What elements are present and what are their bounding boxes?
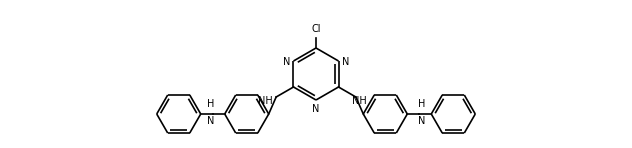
Text: NH: NH [353, 96, 367, 106]
Text: N: N [312, 104, 320, 114]
Text: H: H [418, 99, 425, 109]
Text: N: N [283, 57, 291, 67]
Text: Cl: Cl [311, 24, 321, 34]
Text: H: H [207, 99, 214, 109]
Text: N: N [207, 116, 214, 126]
Text: NH: NH [258, 96, 272, 106]
Text: N: N [341, 57, 349, 67]
Text: N: N [418, 116, 425, 126]
